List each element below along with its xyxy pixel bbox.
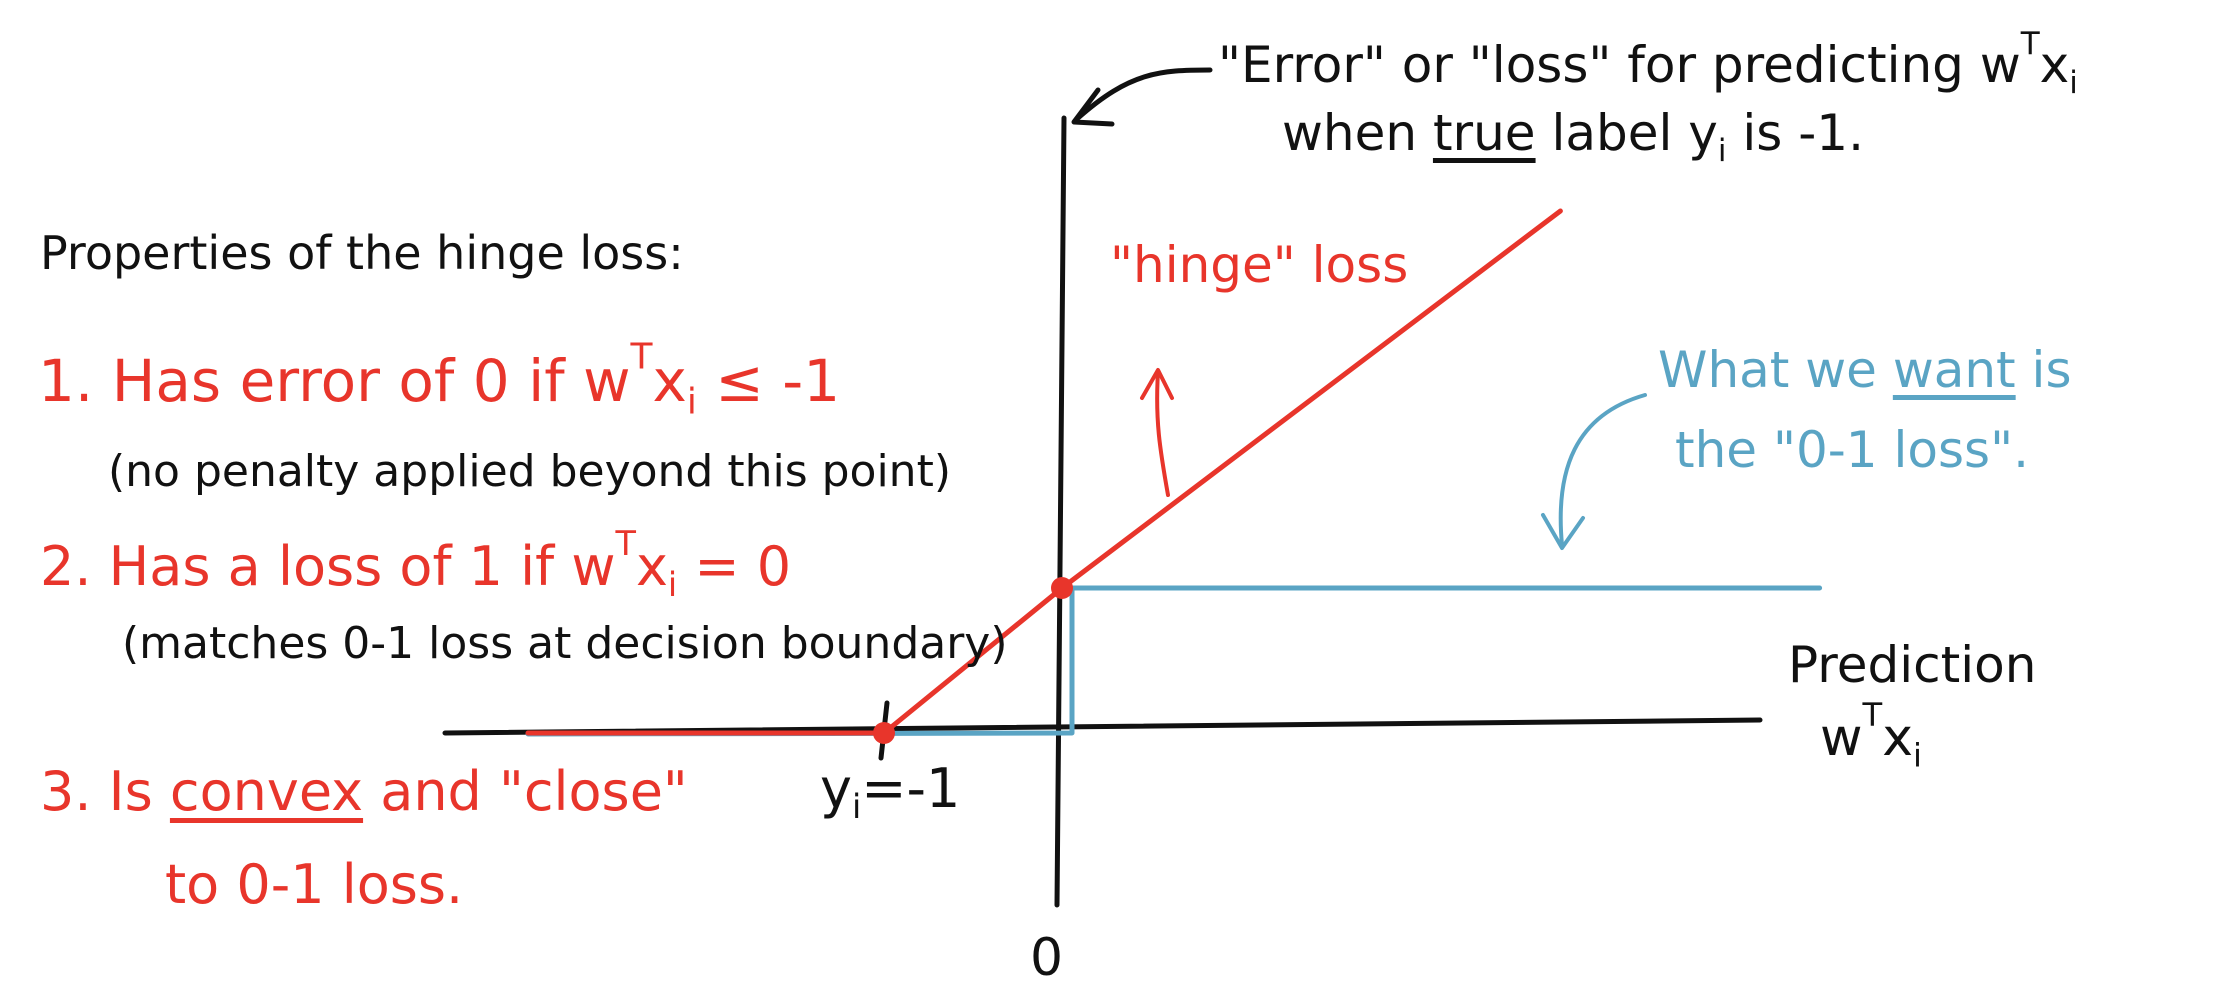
title-arrow — [1075, 67, 1213, 121]
zero-one-loss-label-line2: the "0-1 loss". — [1675, 421, 2029, 479]
zero-one-label-arrow-head — [1541, 513, 1585, 550]
origin-label: 0 — [1030, 928, 1064, 988]
property-3: 3. Is convex and "close" — [40, 760, 688, 823]
title-arrow-head — [1071, 87, 1115, 127]
hinge-point-1 — [873, 722, 895, 744]
hinge-label-arrow — [1155, 370, 1170, 497]
hinge-point-2 — [1051, 577, 1073, 599]
property-1: 1. Has error of 0 if wTxi ≤ -1 — [38, 336, 841, 423]
zero-one-label-arrow — [1558, 393, 1647, 547]
property-2: 2. Has a loss of 1 if wTxi = 0 — [40, 523, 792, 605]
x-axis-title: Prediction — [1788, 636, 2037, 694]
tick-label-minus-one: yi=-1 — [820, 757, 961, 827]
property-2-note: (matches 0-1 loss at decision boundary) — [122, 618, 1008, 669]
properties-heading: Properties of the hinge loss: — [40, 226, 684, 280]
annotation-arrows — [1071, 67, 1647, 550]
loss-curves — [525, 208, 1823, 744]
hinge-label-arrow-head — [1140, 368, 1174, 400]
hinge-loss-label: "hinge" loss — [1110, 236, 1409, 294]
annotation-title-line2: when true label yi is -1. — [1282, 104, 1864, 169]
hinge-loss-curve — [525, 208, 1563, 736]
property-1-note: (no penalty applied beyond this point) — [108, 446, 951, 497]
property-3-line2: to 0-1 loss. — [165, 853, 464, 916]
x-axis-variable: wTxi — [1820, 695, 1922, 775]
annotation-title-line1: "Error" or "loss" for predicting wTxi — [1218, 26, 2078, 101]
y-axis-line — [1054, 115, 1067, 908]
zero-one-loss-label-line1: What we want is — [1658, 341, 2072, 399]
